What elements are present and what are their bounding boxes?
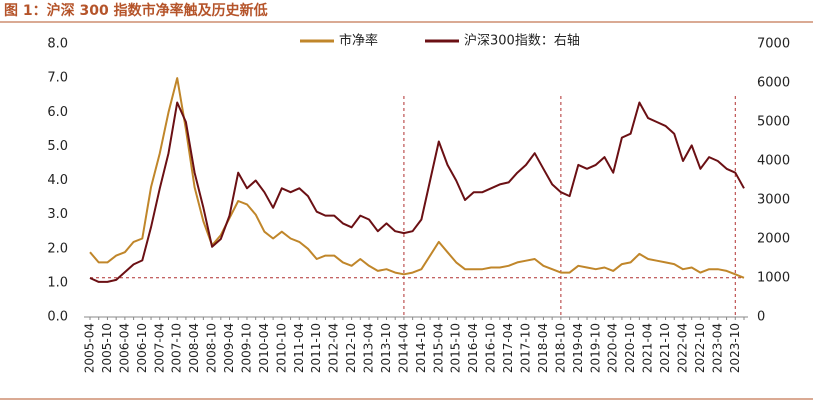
x-tick-label: 2007-10 <box>170 323 184 373</box>
x-tick-label: 2022-10 <box>693 323 707 373</box>
x-tick-label: 2015-04 <box>431 323 445 373</box>
x-tick-label: 2022-04 <box>675 323 689 373</box>
y-tick-label: 7.0 <box>47 71 68 86</box>
x-tick-label: 2012-04 <box>327 323 341 373</box>
y-tick-label: 2.0 <box>47 241 68 256</box>
x-tick-label: 2007-04 <box>152 323 166 373</box>
chart-title: 图 1：沪深 300 指数市净率触及历史新低 <box>4 2 268 19</box>
x-tick-label: 2012-10 <box>344 323 358 373</box>
y2-tick-label: 7000 <box>757 37 790 52</box>
series-line <box>89 77 745 279</box>
x-tick-label: 2005-04 <box>83 323 97 373</box>
x-tick-label: 2020-04 <box>606 323 620 373</box>
x-tick-label: 2014-10 <box>414 323 428 373</box>
y2-tick-label: 3000 <box>757 193 790 208</box>
y2-tick-label: 4000 <box>757 154 790 169</box>
y2-tick-label: 6000 <box>757 76 790 91</box>
x-tick-label: 2008-04 <box>187 323 201 373</box>
x-tick-label: 2010-04 <box>257 323 271 373</box>
legend-label: 沪深300指数：右轴 <box>464 33 580 49</box>
x-tick-label: 2013-10 <box>379 323 393 373</box>
x-tick-label: 2013-04 <box>362 323 376 373</box>
series-line <box>89 101 745 283</box>
x-tick-label: 2023-10 <box>728 323 742 373</box>
x-tick-label: 2018-10 <box>553 323 567 373</box>
legend-label: 市净率 <box>339 33 378 49</box>
x-tick-label: 2008-10 <box>205 323 219 373</box>
x-tick-label: 2006-04 <box>117 323 131 373</box>
x-tick-label: 2019-10 <box>588 323 602 373</box>
y-tick-label: 0.0 <box>47 310 68 325</box>
y2-tick-label: 5000 <box>757 115 790 130</box>
x-tick-label: 2015-10 <box>449 323 463 373</box>
y-tick-label: 1.0 <box>47 275 68 290</box>
y-tick-label: 3.0 <box>47 207 68 222</box>
x-tick-label: 2011-04 <box>292 323 306 373</box>
x-tick-label: 2023-04 <box>710 323 724 373</box>
y-tick-label: 6.0 <box>47 105 68 120</box>
x-tick-label: 2018-04 <box>536 323 550 373</box>
y-tick-label: 5.0 <box>47 139 68 154</box>
y-tick-label: 8.0 <box>47 37 68 52</box>
x-tick-label: 2017-04 <box>501 323 515 373</box>
x-tick-label: 2009-10 <box>239 323 253 373</box>
x-tick-label: 2005-10 <box>100 323 114 373</box>
x-tick-label: 2014-04 <box>396 323 410 373</box>
x-tick-label: 2010-10 <box>274 323 288 373</box>
x-tick-label: 2006-10 <box>135 323 149 373</box>
x-tick-label: 2021-10 <box>658 323 672 373</box>
x-tick-label: 2021-04 <box>641 323 655 373</box>
x-tick-label: 2019-04 <box>571 323 585 373</box>
x-tick-label: 2011-10 <box>309 323 323 373</box>
y2-tick-label: 1000 <box>757 271 790 286</box>
y2-tick-label: 0 <box>757 310 765 325</box>
y-tick-label: 4.0 <box>47 173 68 188</box>
x-tick-label: 2016-10 <box>484 323 498 373</box>
x-tick-label: 2016-04 <box>466 323 480 373</box>
x-tick-label: 2020-10 <box>623 323 637 373</box>
x-tick-label: 2009-04 <box>222 323 236 373</box>
y2-tick-label: 2000 <box>757 232 790 247</box>
x-tick-label: 2017-10 <box>519 323 533 373</box>
